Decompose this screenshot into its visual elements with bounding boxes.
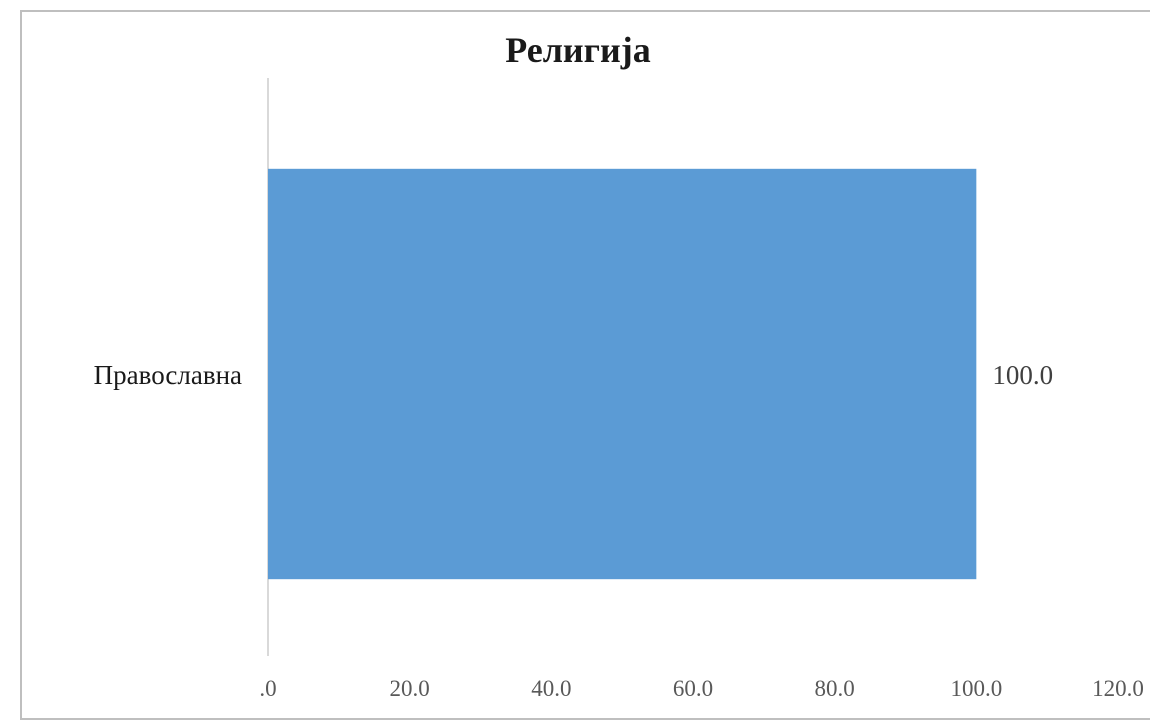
- x-tick-label: 100.0: [950, 676, 1002, 701]
- x-tick-label: 60.0: [673, 676, 713, 701]
- plot-area: Православна 100.0 .0 20.0 40.0 60.0 80.0 100.0 1…: [94, 78, 1144, 701]
- data-label: 100.0: [992, 360, 1053, 390]
- x-tick-label: .0: [259, 676, 276, 701]
- x-tick-label: 120.0: [1092, 676, 1144, 701]
- bar: [268, 168, 977, 580]
- x-tick-label: 40.0: [531, 676, 571, 701]
- x-tick-label: 20.0: [390, 676, 430, 701]
- chart-title: Религија: [505, 30, 651, 70]
- category-label: Православна: [94, 360, 242, 390]
- x-tick-label: 80.0: [815, 676, 855, 701]
